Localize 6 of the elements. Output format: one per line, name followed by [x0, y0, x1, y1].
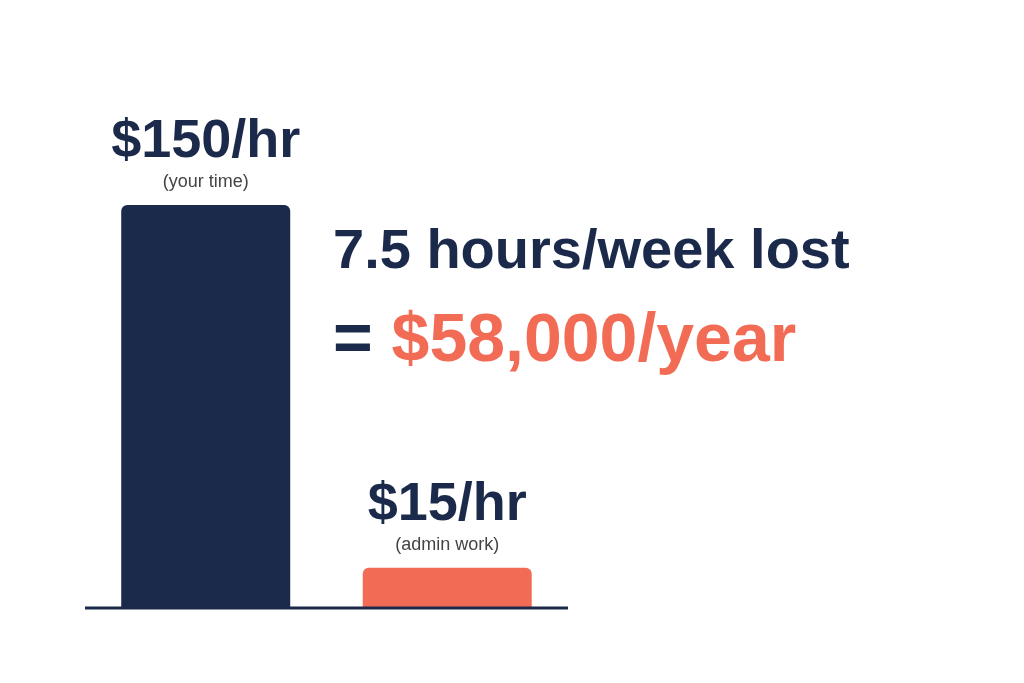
data-label: $150/hr — [111, 108, 301, 168]
annotation: 7.5 hours/week lost — [333, 216, 850, 281]
annotation: = $58,000/year — [333, 298, 797, 376]
x-tick-label: (admin work) — [395, 533, 500, 554]
x-tick-label: (your time) — [162, 171, 249, 191]
data-label: $15/hr — [367, 470, 527, 531]
